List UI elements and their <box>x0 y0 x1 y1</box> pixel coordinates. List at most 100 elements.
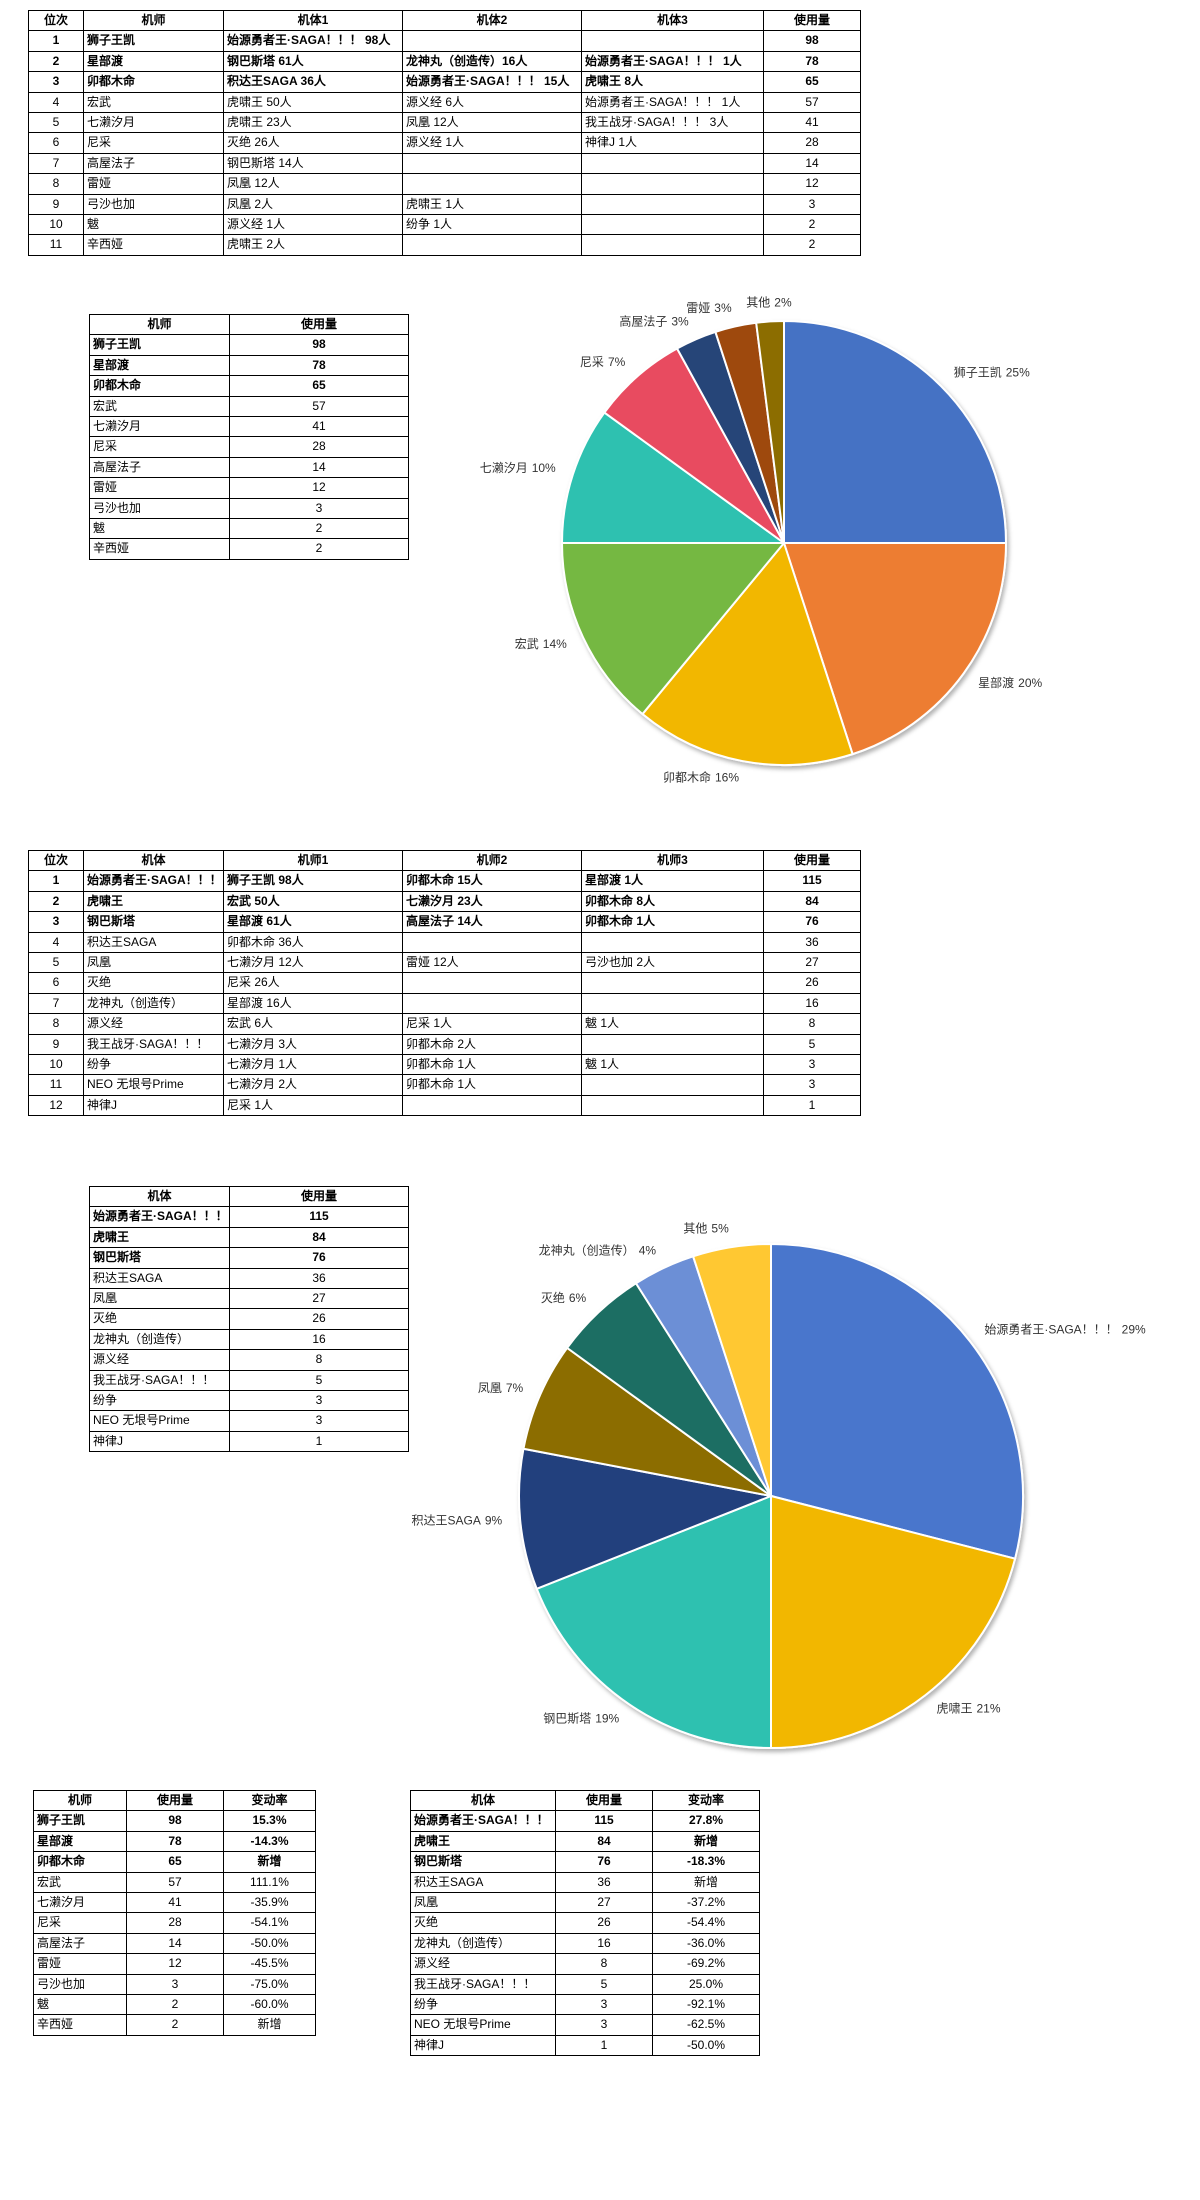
table-cell: 辛西娅 <box>90 539 230 560</box>
table-cell: 纷争 <box>90 1390 230 1412</box>
pie-label-value: 14% <box>543 637 567 651</box>
table-cell: 七濑汐月 1人 <box>224 1054 403 1076</box>
table-cell: 10 <box>29 1054 84 1076</box>
table-cell: 虎啸王 8人 <box>582 72 764 93</box>
pie-label-value: 2% <box>774 296 792 310</box>
table-cell: 星部渡 61人 <box>224 912 403 933</box>
table-cell: 我王战牙·SAGA！！！ <box>90 1370 230 1391</box>
table-cell: 变动率 <box>224 1791 316 1812</box>
table-cell: NEO 无垠号Prime <box>411 2015 556 2036</box>
pie-label: 尼采 7% <box>580 355 626 369</box>
table-cell: 4 <box>29 932 84 953</box>
table-cell <box>403 973 582 994</box>
table-cell: 位次 <box>29 851 84 872</box>
table-cell: 3 <box>127 1974 224 1995</box>
table-cell: 使用量 <box>230 315 409 336</box>
pie-slice <box>770 1494 1017 1750</box>
pie-label: 虎啸王 21% <box>936 1702 1000 1716</box>
table-cell: 41 <box>127 1892 224 1914</box>
table-cell: 机师2 <box>403 851 582 872</box>
pie-label-name: 尼采 <box>580 355 604 369</box>
table-cell: 9 <box>29 194 84 215</box>
table-cell: 27 <box>764 952 861 974</box>
table-cell: 98 <box>127 1811 224 1832</box>
table-cell: 灭绝 <box>84 973 224 994</box>
table-cell: 使用量 <box>556 1791 653 1812</box>
table-cell: 78 <box>764 51 861 73</box>
pie-slice <box>641 540 854 766</box>
table-cell: 宏武 <box>84 92 224 113</box>
pie-label-name: 七濑汐月 <box>480 460 528 475</box>
table-cell: 机体1 <box>224 11 403 32</box>
pie-slice <box>535 1494 772 1750</box>
table-cell: 始源勇者王·SAGA！！！ 15人 <box>403 72 582 93</box>
table-cell: 七濑汐月 23人 <box>403 891 582 913</box>
table-cell: 积达王SAGA 36人 <box>224 72 403 93</box>
table: 位次 机师 机体1 机体2 机体3 使用量 1 狮子王凯 始源勇者王·SAGA！！！ 98人 98… <box>28 10 861 256</box>
table-cell: 始源勇者王·SAGA！！！ <box>411 1811 556 1832</box>
table-cell: -62.5% <box>653 2015 760 2036</box>
table-cell: 变动率 <box>653 1791 760 1812</box>
table-cell: 机师1 <box>224 851 403 872</box>
table-cell: 宏武 <box>90 396 230 417</box>
table-cell <box>403 1095 582 1117</box>
table-cell: 7 <box>29 153 84 175</box>
table-cell: 雷娅 <box>84 174 224 195</box>
pie-label-value: 20% <box>1018 676 1042 690</box>
table-cell: 源义经 6人 <box>403 92 582 113</box>
table-cell: 3 <box>29 72 84 93</box>
table-cell: 2 <box>127 1994 224 2016</box>
pie-label-value: 6% <box>569 1291 587 1305</box>
table: 位次 机体 机师1 机师2 机师3 使用量 1 始源勇者王·SAGA！！！ 狮子王凯 98人 卯都… <box>28 850 861 1117</box>
table-cell: 宏武 6人 <box>224 1014 403 1035</box>
table-cell: 4 <box>29 92 84 113</box>
table-cell: 65 <box>127 1852 224 1873</box>
table-cell: 钢巴斯塔 <box>84 912 224 933</box>
table-cell: 5 <box>764 1034 861 1055</box>
pie <box>560 319 1008 766</box>
pie-label-value: 19% <box>595 1711 619 1725</box>
table-cell: 七濑汐月 3人 <box>224 1034 403 1055</box>
table-cell: 机体3 <box>582 11 764 32</box>
table-cell: 辛西娅 <box>84 235 224 256</box>
table-cell: 弓沙也加 2人 <box>582 952 764 974</box>
pie-slice <box>783 319 1008 544</box>
table-cell: 41 <box>230 416 409 438</box>
table-cell: 凤凰 <box>411 1892 556 1914</box>
table-cell: 神律J <box>90 1431 230 1453</box>
table-cell: 2 <box>29 51 84 73</box>
table-cell <box>582 235 764 256</box>
table-cell: 卯都木命 2人 <box>403 1034 582 1055</box>
table-cell: 111.1% <box>224 1872 316 1893</box>
table-cell: 纷争 1人 <box>403 214 582 236</box>
table-cell: 10 <box>29 214 84 236</box>
table-cell: 26 <box>556 1913 653 1934</box>
table-cell: 狮子王凯 <box>90 335 230 356</box>
pie-label-value: 7% <box>506 1381 524 1395</box>
table-cell: 使用量 <box>764 851 861 872</box>
table-cell: 虎啸王 <box>84 891 224 913</box>
table-cell: 26 <box>764 973 861 994</box>
table-cell: 25.0% <box>653 1974 760 1995</box>
table-cell: 8 <box>764 1014 861 1035</box>
pie-label: 雷娅 3% <box>686 301 732 315</box>
table-cell: 灭绝 <box>90 1309 230 1330</box>
table-cell: 使用量 <box>764 11 861 32</box>
table-cell: 36 <box>556 1872 653 1893</box>
table-cell <box>582 993 764 1015</box>
table-cell: 积达王SAGA <box>84 932 224 953</box>
pie-slice <box>782 542 1008 756</box>
pie-label: 高屋法子 3% <box>619 314 689 329</box>
table-cell: 卯都木命 36人 <box>224 932 403 953</box>
pie-label: 七濑汐月 10% <box>480 460 556 475</box>
table-cell: 狮子王凯 <box>34 1811 127 1832</box>
pie-label: 灭绝 6% <box>541 1290 587 1305</box>
table-cell: 卯都木命 15人 <box>403 871 582 892</box>
table-cell: 2 <box>230 539 409 560</box>
table-cell: 高屋法子 <box>90 457 230 479</box>
table-cell: 6 <box>29 133 84 154</box>
pie-label-name: 始源勇者王·SAGA！！！ <box>984 1323 1117 1337</box>
table-cell <box>403 993 582 1015</box>
table-cell: 辛西娅 <box>34 2015 127 2036</box>
table-cell: 26 <box>230 1309 409 1330</box>
